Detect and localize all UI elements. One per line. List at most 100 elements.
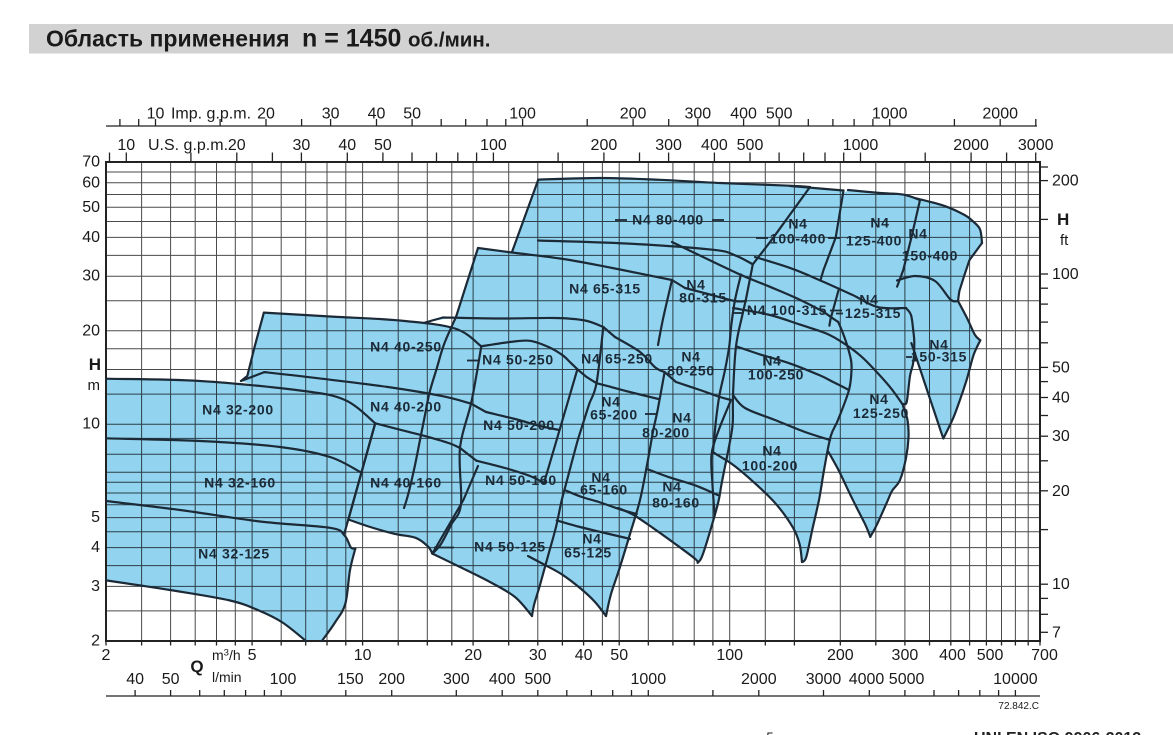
svg-text:400: 400 [489, 671, 516, 688]
svg-text:65-125: 65-125 [564, 545, 612, 561]
svg-text:2: 2 [102, 647, 111, 664]
svg-text:U.S. g.p.m.: U.S. g.p.m. [148, 137, 228, 154]
svg-text:5: 5 [248, 647, 257, 664]
svg-text:2000: 2000 [982, 106, 1018, 123]
svg-text:N4 32-125: N4 32-125 [198, 546, 270, 562]
svg-text:72.842.C: 72.842.C [998, 701, 1039, 712]
svg-text:30: 30 [82, 268, 100, 285]
svg-text:10: 10 [147, 106, 165, 123]
svg-text:200: 200 [378, 671, 405, 688]
svg-text:30: 30 [529, 647, 547, 664]
svg-text:30: 30 [322, 106, 340, 123]
svg-text:5: 5 [91, 509, 100, 526]
svg-text:70: 70 [82, 154, 100, 171]
svg-text:m3/h: m3/h [212, 647, 241, 663]
svg-text:300: 300 [684, 106, 711, 123]
svg-text:N4 50-160: N4 50-160 [485, 472, 557, 488]
svg-text:N4 40-200: N4 40-200 [370, 399, 442, 415]
svg-text:40: 40 [338, 137, 356, 154]
svg-text:20: 20 [257, 106, 275, 123]
svg-text:50: 50 [1052, 359, 1070, 376]
svg-text:40: 40 [82, 229, 100, 246]
svg-text:Q: Q [190, 657, 203, 676]
svg-text:N4: N4 [662, 479, 681, 495]
svg-text:20: 20 [82, 322, 100, 339]
svg-text:4: 4 [91, 539, 100, 556]
svg-text:30: 30 [1052, 428, 1070, 445]
svg-text:80-160: 80-160 [652, 495, 700, 511]
svg-text:400: 400 [939, 647, 966, 664]
svg-text:500: 500 [737, 137, 764, 154]
svg-text:N4: N4 [762, 443, 781, 459]
svg-text:150-400: 150-400 [902, 248, 958, 264]
svg-text:N4 32-200: N4 32-200 [202, 402, 274, 418]
svg-text:65-200: 65-200 [590, 407, 638, 423]
svg-text:50: 50 [610, 647, 628, 664]
svg-text:80-200: 80-200 [642, 425, 690, 441]
svg-text:40: 40 [126, 671, 144, 688]
svg-text:100: 100 [480, 137, 507, 154]
svg-text:N4 65-250: N4 65-250 [581, 351, 653, 367]
svg-text:N4 80-400: N4 80-400 [632, 212, 704, 228]
svg-text:1000: 1000 [631, 671, 667, 688]
svg-text:500: 500 [977, 647, 1004, 664]
svg-text:200: 200 [827, 647, 854, 664]
svg-text:200: 200 [620, 106, 647, 123]
svg-text:300: 300 [892, 647, 919, 664]
svg-text:300: 300 [443, 671, 470, 688]
svg-text:50: 50 [374, 137, 392, 154]
svg-text:N4: N4 [672, 410, 691, 426]
svg-text:10: 10 [117, 137, 135, 154]
svg-text:N4 50-250: N4 50-250 [482, 352, 554, 368]
svg-text:N4: N4 [929, 337, 948, 353]
svg-text:3: 3 [91, 578, 100, 595]
svg-text:N4 50-200: N4 50-200 [483, 417, 555, 433]
svg-text:m: m [88, 377, 101, 394]
svg-text:10: 10 [1052, 576, 1070, 593]
svg-text:700: 700 [1031, 647, 1058, 664]
svg-text:80-315: 80-315 [679, 290, 727, 306]
svg-text:N4 32-160: N4 32-160 [204, 475, 276, 491]
svg-text:80-250: 80-250 [667, 363, 715, 379]
svg-text:100-200: 100-200 [742, 458, 798, 474]
svg-text:150: 150 [337, 671, 364, 688]
svg-text:N4: N4 [601, 394, 620, 410]
svg-text:N4: N4 [908, 226, 927, 242]
svg-text:5: 5 [766, 730, 773, 735]
svg-text:20: 20 [1052, 483, 1070, 500]
svg-text:N4 40-250: N4 40-250 [370, 339, 442, 355]
svg-text:200: 200 [591, 137, 618, 154]
svg-text:UNI EN ISO 9906:2012: UNI EN ISO 9906:2012 [974, 730, 1141, 735]
svg-text:N4: N4 [788, 216, 807, 232]
svg-text:N4: N4 [859, 292, 878, 308]
svg-text:20: 20 [228, 137, 246, 154]
svg-text:100: 100 [1052, 266, 1079, 283]
svg-text:N4: N4 [582, 531, 601, 547]
svg-text:N4: N4 [591, 470, 610, 486]
svg-text:10: 10 [354, 647, 372, 664]
svg-text:H: H [89, 355, 101, 374]
svg-text:3000: 3000 [1018, 137, 1054, 154]
svg-text:500: 500 [766, 106, 793, 123]
svg-text:400: 400 [701, 137, 728, 154]
svg-text:300: 300 [655, 137, 682, 154]
svg-text:125-400: 125-400 [846, 233, 902, 249]
svg-text:N4 65-315: N4 65-315 [569, 281, 641, 297]
svg-text:40: 40 [368, 106, 386, 123]
svg-text:N4 100-315: N4 100-315 [747, 302, 827, 318]
svg-text:60: 60 [82, 174, 100, 191]
svg-text:2: 2 [91, 633, 100, 650]
svg-text:2000: 2000 [741, 671, 777, 688]
svg-text:50: 50 [82, 199, 100, 216]
svg-text:10000: 10000 [993, 671, 1038, 688]
svg-text:N4: N4 [686, 277, 705, 293]
svg-text:40: 40 [1052, 390, 1070, 407]
svg-text:200: 200 [1052, 173, 1079, 190]
svg-text:N4 50-125: N4 50-125 [474, 539, 546, 555]
svg-text:125-315: 125-315 [845, 305, 901, 321]
svg-text:100: 100 [716, 647, 743, 664]
svg-text:50: 50 [403, 106, 421, 123]
svg-text:1000: 1000 [872, 106, 908, 123]
svg-text:50: 50 [162, 671, 180, 688]
